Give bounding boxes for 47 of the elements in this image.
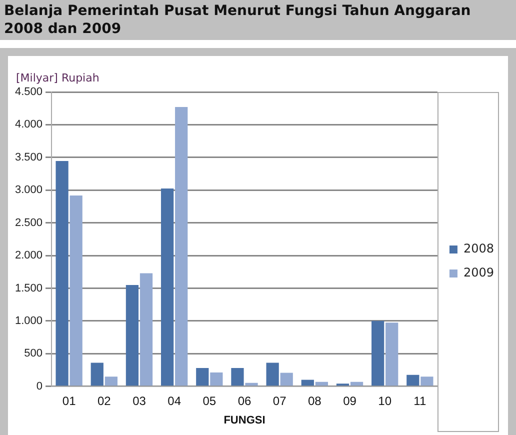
y-tick-label: 2.500 bbox=[14, 216, 43, 229]
x-tick-label: 07 bbox=[272, 394, 287, 408]
bar bbox=[266, 362, 279, 386]
bar bbox=[350, 382, 364, 386]
x-tick-label: 10 bbox=[378, 394, 392, 408]
y-tick-label: 3.000 bbox=[14, 184, 43, 196]
x-tick-label: 06 bbox=[238, 394, 252, 408]
y-tick-label: 500 bbox=[24, 348, 43, 360]
bar bbox=[160, 188, 174, 386]
bar bbox=[140, 273, 153, 386]
x-tick-label: 04 bbox=[168, 394, 182, 408]
y-tick-label: 0 bbox=[36, 380, 43, 392]
bar bbox=[315, 382, 328, 386]
bar bbox=[90, 362, 104, 386]
bar bbox=[386, 322, 398, 386]
legend-label: 2008 bbox=[463, 242, 494, 256]
bar bbox=[372, 320, 384, 386]
bar bbox=[56, 161, 68, 386]
y-tick-label: 2.000 bbox=[14, 250, 43, 262]
x-tick-label: 11 bbox=[414, 394, 426, 408]
x-tick-label: 08 bbox=[308, 394, 322, 408]
bar bbox=[245, 382, 258, 386]
legend-label: 2009 bbox=[463, 266, 494, 280]
x-tick-label: 03 bbox=[132, 394, 146, 408]
chart-title: Belanja Pemerintah Pusat Menurut Fungsi Tahun Anggaran 2008 dan 2009 bbox=[0, 0, 516, 40]
bar bbox=[104, 376, 118, 386]
x-tick-label: 02 bbox=[97, 394, 112, 408]
y-tick-label: 4.500 bbox=[14, 86, 43, 98]
bar bbox=[175, 107, 188, 386]
y-tick-label: 1.000 bbox=[14, 315, 43, 328]
bar bbox=[210, 372, 223, 386]
bar bbox=[280, 372, 293, 386]
x-tick-label: 09 bbox=[343, 394, 357, 408]
bar bbox=[406, 374, 420, 386]
bar bbox=[420, 376, 434, 386]
bar bbox=[70, 196, 82, 386]
y-tick-label: 3.500 bbox=[14, 151, 43, 164]
bar bbox=[196, 368, 209, 386]
bar bbox=[126, 284, 139, 386]
x-tick-label: 01 bbox=[62, 394, 76, 408]
bar bbox=[301, 380, 314, 386]
x-axis-title: FUNGSI bbox=[224, 414, 266, 426]
y-tick-label: 1.500 bbox=[14, 282, 43, 294]
bar bbox=[231, 368, 244, 386]
x-tick-label: 05 bbox=[202, 394, 216, 408]
y-axis-title: [Milyar] Rupiah bbox=[16, 71, 100, 84]
y-tick-label: 4.000 bbox=[14, 118, 43, 131]
